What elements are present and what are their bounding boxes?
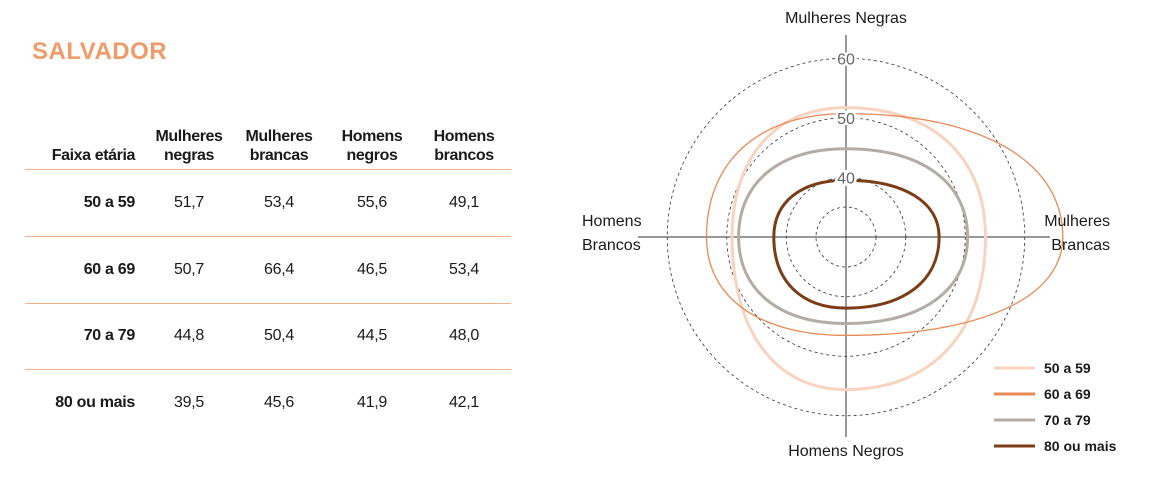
row-label: 70 a 79 [83,327,136,344]
table-cell: 51,7 [174,194,204,211]
series-line-4 [772,178,941,310]
row-label: 80 ou mais [55,394,135,411]
header-mulheres-negras: Mulheres negras [155,128,223,164]
table-cell: 44,8 [174,327,204,344]
legend-label-4: 80 ou mais [1044,438,1117,454]
header-homens-brancos: Homens brancos [433,128,495,164]
table-cell: 44,5 [357,327,387,344]
table-cell: 49,1 [449,194,479,211]
header-homens-negros: Homens negros [341,128,403,164]
series-line-3 [737,147,970,325]
table-row: 50 a 59 51,7 53,4 55,6 49,1 [25,170,511,237]
row-label: 60 a 69 [83,261,136,278]
table-cell: 39,5 [174,394,204,411]
legend-label-2: 60 a 69 [1044,386,1091,402]
table-cell: 66,4 [264,261,294,278]
axis-label-homens-brancos: Homens Brancos [582,213,642,254]
table-header: Faixa etária Mulheres negras Mulheres br… [25,118,511,170]
axis-label-mulheres-brancas: Mulheres Brancas [1044,213,1110,254]
legend-label-3: 70 a 79 [1044,412,1091,428]
table-cell: 48,0 [449,327,479,344]
ring-label-40: 40 [837,170,855,187]
radar-chart: 40 50 60 Mulheres Negras Homens Negros Mulher… [582,10,1117,460]
header-mulheres-brancas: Mulheres brancas [245,128,313,164]
table-cell: 55,6 [357,194,387,211]
table-row: 70 a 79 44,8 50,4 44,5 48,0 [25,303,511,370]
page-title: SALVADOR [32,38,168,65]
table-cell: 45,6 [264,394,294,411]
table-cell: 50,4 [264,327,294,344]
legend-label-1: 50 a 59 [1044,360,1091,376]
axis-label-mulheres-negras: Mulheres Negras [785,10,907,27]
ring-label-50: 50 [837,111,855,128]
table-row: 80 ou mais 39,5 45,6 41,9 42,1 [25,370,511,436]
table-cell: 41,9 [357,394,387,411]
series-line-2 [705,112,1064,337]
table-cell: 53,4 [264,194,294,211]
table-cell: 53,4 [449,261,479,278]
ring-label-60: 60 [837,51,855,68]
series-line-1 [730,106,987,392]
table-cell: 42,1 [449,394,479,411]
row-label: 50 a 59 [83,194,136,211]
table-cell: 50,7 [174,261,204,278]
table-cell: 46,5 [357,261,387,278]
table-row: 60 a 69 50,7 66,4 46,5 53,4 [25,237,511,304]
header-faixa-etaria: Faixa etária [51,147,136,164]
axis-label-homens-negros: Homens Negros [788,443,904,460]
